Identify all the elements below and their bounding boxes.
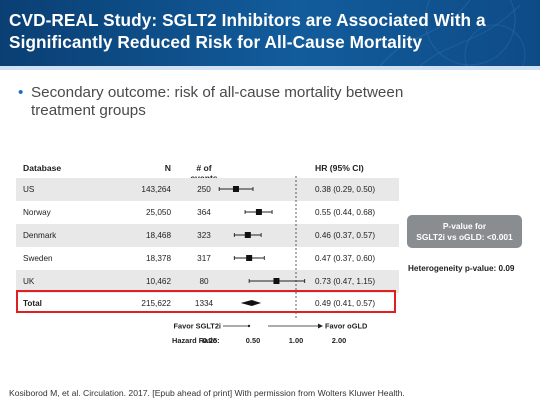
table-row-uk: UK 10,462 80 0.73 (0.47, 1.15) [16,270,399,293]
row-n: 18,468 [145,231,171,240]
row-database: Total [23,299,42,308]
bullet-point: • Secondary outcome: risk of all-cause m… [18,84,458,120]
hr-estimate-square [273,278,280,284]
total-row-highlight [16,290,396,313]
table-row-denmark: Denmark 18,468 323 0.46 (0.37, 0.57) [16,224,399,247]
favor-arrow-left-head [247,324,251,328]
slide-title-line1: CVD-REAL Study: SGLT2 Inhibitors are Ass… [9,10,486,30]
favor-arrow-right-head [318,323,323,329]
citation: Kosiborod M, et al. Circulation. 2017. [… [9,388,405,398]
row-events: 80 [199,277,209,286]
total-estimate-diamond [240,300,262,306]
table-row-total: Total 215,622 1334 0.49 (0.41, 0.57) [16,292,399,315]
header-database: Database [23,163,62,173]
axis-tick-label: 0.50 [246,336,260,345]
axis-tick-label: 0.25 [203,336,217,345]
row-n: 18,378 [145,254,171,263]
axis-tick-label: 2.00 [332,336,346,345]
row-hr: 0.47 (0.37, 0.60) [315,254,376,263]
hr-estimate-square [246,255,253,261]
title-underline [0,66,540,70]
row-events: 250 [197,185,211,194]
favor-right-label: Favor oGLD [325,322,368,331]
row-n: 25,050 [145,208,171,217]
row-events: 317 [197,254,211,263]
row-events: 364 [197,208,211,217]
row-database: UK [23,277,35,286]
row-n: 215,622 [141,299,171,308]
axis-label: Hazard Ratio: [172,336,220,345]
favor-left-label: Favor SGLT2i [173,322,221,331]
bullet-text: Secondary outcome: risk of all-cause mor… [31,84,404,119]
table-row-norway: Norway 25,050 364 0.55 (0.44, 0.68) [16,201,399,224]
axis-tick-label: 1.00 [289,336,303,345]
hazard-ratio-plot: Favor SGLT2i Favor oGLD Hazard Ratio: 0.… [172,176,368,345]
row-database: US [23,185,35,194]
row-hr: 0.55 (0.44, 0.68) [315,208,376,217]
pvalue-line1: P-value for [442,221,487,231]
slide-title: CVD-REAL Study: SGLT2 Inhibitors are Ass… [9,9,534,53]
row-events: 323 [197,231,211,240]
banner-background-graphic [379,0,526,66]
row-n: 10,462 [145,277,171,286]
slide-title-line2: Significantly Reduced Risk for All-Cause… [9,32,423,52]
row-n: 143,264 [141,185,171,194]
row-events: 1334 [194,299,214,308]
hr-estimate-square [232,186,239,192]
row-database: Sweden [23,254,53,263]
pvalue-box: P-value for SGLT2i vs oGLD: <0.001 [407,215,522,248]
bullet-dot-icon: • [18,84,24,101]
row-hr: 0.38 (0.29, 0.50) [315,185,376,194]
row-database: Denmark [23,231,57,240]
row-hr: 0.73 (0.47, 1.15) [315,277,376,286]
title-banner: CVD-REAL Study: SGLT2 Inhibitors are Ass… [0,0,540,66]
header-n: N [164,163,171,173]
pvalue-line2: SGLT2i vs oGLD: <0.001 [416,232,513,242]
hr-estimate-square [255,209,262,215]
table-row-sweden: Sweden 18,378 317 0.47 (0.37, 0.60) [16,247,399,270]
heterogeneity-pvalue: Heterogeneity p-value: 0.09 [408,264,515,273]
row-database: Norway [23,208,51,217]
forest-plot-table: Database N # of events HR (95% CI) US 14… [16,156,402,352]
row-hr: 0.46 (0.37, 0.57) [315,231,376,240]
hr-estimate-square [244,232,251,238]
table-row-us: US 143,264 250 0.38 (0.29, 0.50) [16,178,399,201]
row-hr: 0.49 (0.41, 0.57) [315,299,376,308]
header-hr: HR (95% CI) [315,163,364,173]
